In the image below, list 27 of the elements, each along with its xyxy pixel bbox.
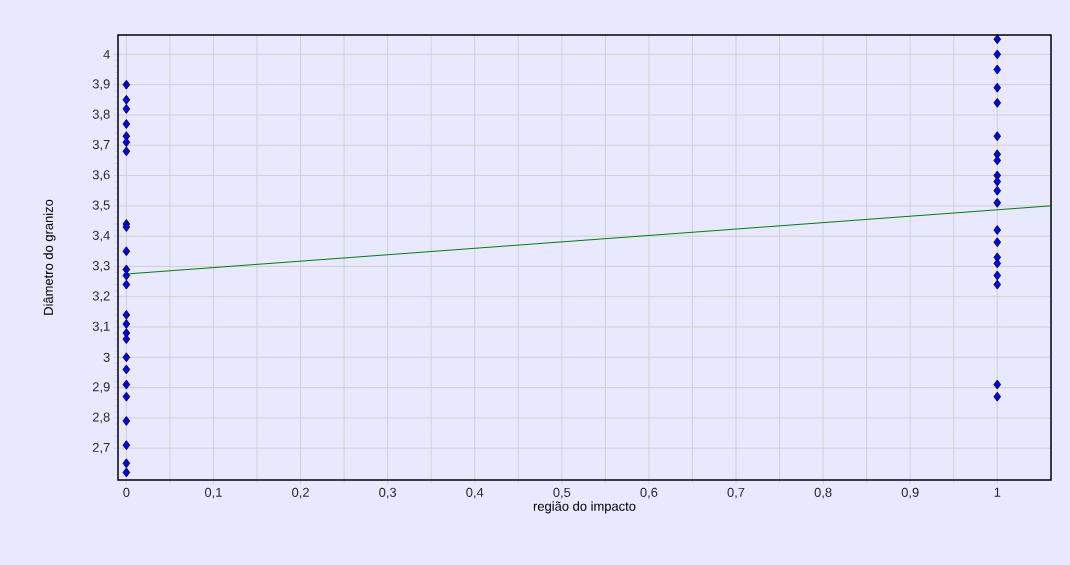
x-tick-label: 0,5 bbox=[553, 487, 571, 499]
x-tick-label: 1 bbox=[994, 487, 1001, 497]
y-tick-label: 3,5 bbox=[92, 200, 110, 212]
y-tick-label: 3,3 bbox=[92, 261, 110, 272]
y-tick-label: 3,6 bbox=[92, 170, 110, 181]
y-tick-label: 3 bbox=[103, 352, 110, 362]
x-tick-label: 0 bbox=[123, 487, 130, 497]
y-tick-label: 2,8 bbox=[92, 412, 110, 424]
y-tick-label: 3,1 bbox=[92, 321, 110, 333]
x-tick-label: 0,3 bbox=[379, 487, 397, 499]
y-tick-label: 3,4 bbox=[92, 230, 110, 242]
x-tick-label: 0,9 bbox=[901, 487, 919, 499]
y-tick-label: 2,9 bbox=[92, 382, 110, 393]
x-tick-label: 0,6 bbox=[640, 487, 658, 499]
y-tick-label: 3,7 bbox=[92, 139, 110, 151]
y-tick-label: 3,2 bbox=[92, 291, 110, 303]
x-tick-label: 0,2 bbox=[292, 487, 309, 499]
y-tick-label: 3,8 bbox=[92, 109, 110, 121]
x-tick-label: 0,1 bbox=[204, 487, 222, 499]
x-tick-label: 0,8 bbox=[814, 487, 832, 499]
y-tick-label: 4 bbox=[103, 49, 110, 59]
x-tick-label: 0,4 bbox=[466, 487, 484, 499]
y-tick-label: 3,9 bbox=[92, 79, 110, 91]
x-tick-label: 0,7 bbox=[727, 487, 745, 499]
y-tick-label: 2,7 bbox=[92, 442, 110, 454]
x-axis-title: região do impacto bbox=[533, 501, 636, 514]
y-axis-title: Diâmetro do granizo bbox=[43, 199, 56, 315]
